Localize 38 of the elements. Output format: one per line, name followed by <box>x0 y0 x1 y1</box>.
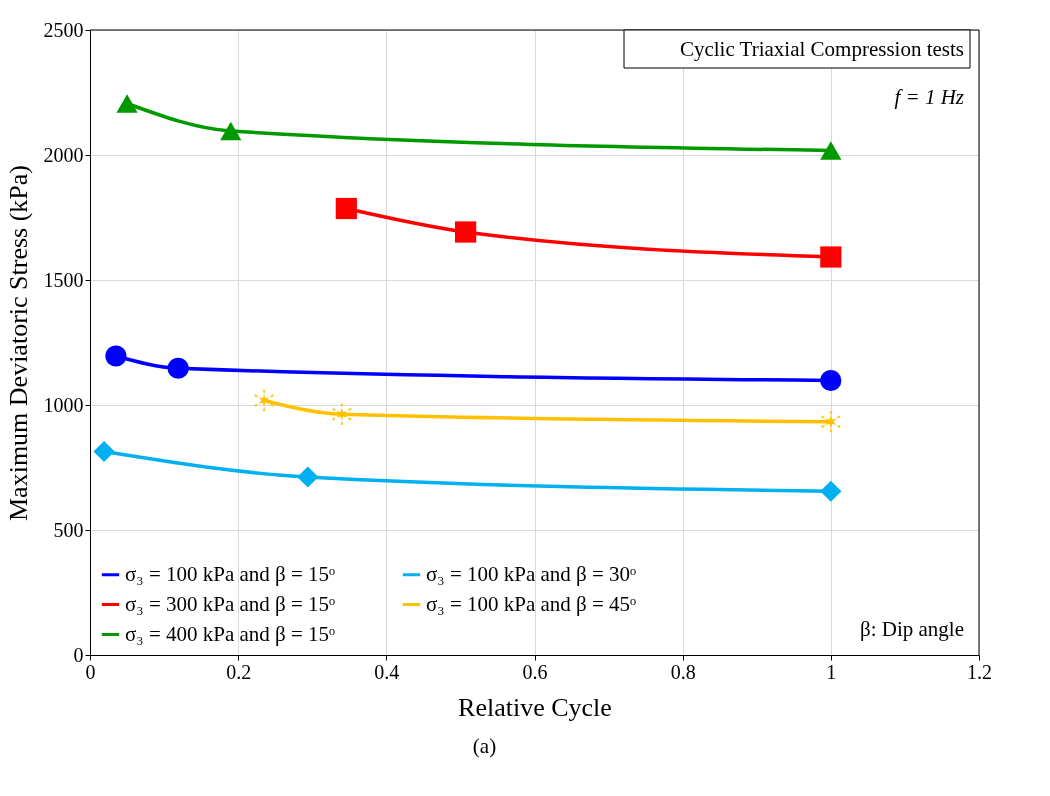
y-tick-label: 2500 <box>43 18 84 41</box>
legend-label: σ₃ = 400 kPa and β = 15ᵒ <box>125 621 336 646</box>
y-tick-label: 500 <box>53 518 84 541</box>
point <box>820 246 842 268</box>
x-tick-label: 1 <box>826 660 837 683</box>
legend-label: σ₃ = 300 kPa and β = 15ᵒ <box>125 591 336 616</box>
x-tick-label: 0.8 <box>670 660 696 683</box>
x-tick-label: 0.4 <box>374 660 400 683</box>
legend-label: σ₃ = 100 kPa and β = 45ᵒ <box>426 591 637 616</box>
legend-label: σ₃ = 100 kPa and β = 30ᵒ <box>426 561 637 586</box>
point <box>821 411 841 433</box>
y-tick-label: 1000 <box>43 393 84 416</box>
point <box>93 440 115 463</box>
point <box>455 221 477 243</box>
point <box>820 141 842 160</box>
point <box>116 94 138 113</box>
point <box>820 480 842 502</box>
point <box>167 357 189 379</box>
point <box>220 121 242 141</box>
point <box>297 466 319 488</box>
legend-label: σ₃ = 100 kPa and β = 15ᵒ <box>125 561 336 586</box>
point <box>332 403 352 425</box>
annotation: f = 1 Hz <box>894 85 964 109</box>
y-axis-title: Maximum Deviatoric Stress (kPa) <box>3 165 33 521</box>
y-tick-label: 0 <box>73 643 84 666</box>
y-tick-label: 2000 <box>43 143 84 166</box>
y-tick-label: 1500 <box>43 268 84 291</box>
point <box>254 389 274 412</box>
annotation: β: Dip angle <box>860 617 964 641</box>
x-axis-title: Relative Cycle <box>458 692 612 722</box>
text: (a) <box>472 734 497 758</box>
point <box>820 369 842 392</box>
x-tick-label: 1.2 <box>967 660 992 683</box>
point <box>335 197 357 220</box>
x-tick-label: 0.2 <box>226 660 252 683</box>
point <box>105 345 127 367</box>
annotation: Cyclic Triaxial Compression tests <box>679 37 964 61</box>
x-tick-label: 0.6 <box>522 660 548 683</box>
